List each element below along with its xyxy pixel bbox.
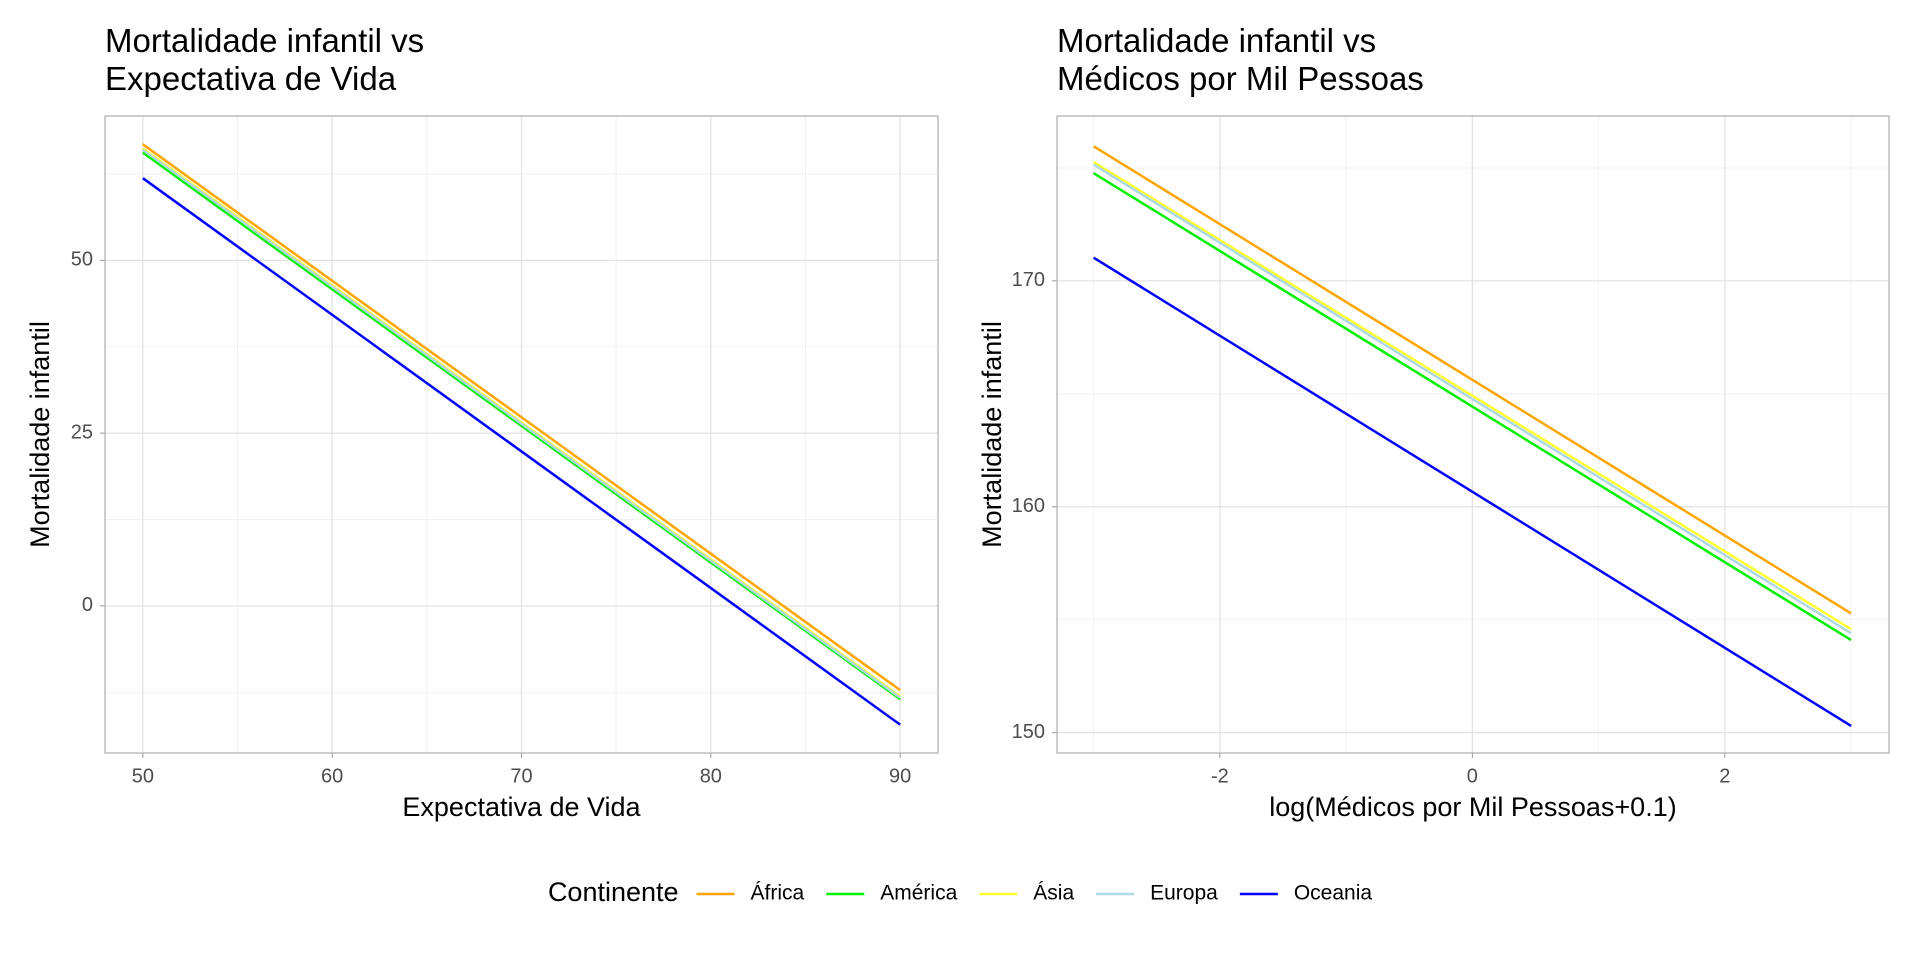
panel-border xyxy=(104,115,939,754)
x-axis-label: Expectativa de Vida xyxy=(402,792,641,822)
x-tick-label: -2 xyxy=(1211,765,1229,787)
y-axis-label: Mortalidade infantil xyxy=(977,321,1007,548)
series-line xyxy=(142,148,901,699)
x-tick-label: 80 xyxy=(700,765,722,787)
y-tick-label: 0 xyxy=(82,594,93,616)
series-line xyxy=(142,177,901,726)
y-tick-label: 25 xyxy=(71,421,93,443)
series-line xyxy=(1092,163,1852,635)
legend: Continente África América Ásia Europa Oceania xyxy=(548,877,1372,907)
x-tick-label: 0 xyxy=(1467,765,1478,787)
legend-title: Continente xyxy=(548,877,679,907)
x-tick-label: 2 xyxy=(1719,765,1730,787)
y-tick-label: 150 xyxy=(1012,721,1045,743)
series-line xyxy=(1092,256,1852,727)
panel-border xyxy=(1056,115,1890,754)
y-tick-label: 50 xyxy=(71,249,93,271)
series-line xyxy=(1092,172,1852,642)
y-axis-label: Mortalidade infantil xyxy=(25,321,55,548)
series-line xyxy=(142,143,901,692)
legend-label: Ásia xyxy=(1033,882,1074,905)
series-line xyxy=(142,151,901,701)
series-line xyxy=(1092,161,1852,631)
legend-label: África xyxy=(751,882,805,905)
y-tick-label: 170 xyxy=(1012,269,1045,291)
x-tick-label: 60 xyxy=(321,765,343,787)
chart-title: Mortalidade infantil vs Expectativa de Vi… xyxy=(105,22,424,97)
chart-title: Mortalidade infantil vs Médicos por Mil P… xyxy=(1057,22,1424,97)
x-tick-label: 50 xyxy=(132,765,154,787)
legend-label: Europa xyxy=(1150,882,1218,905)
legend-label: Oceania xyxy=(1294,882,1373,905)
x-tick-label: 90 xyxy=(889,765,911,787)
legend-label: América xyxy=(880,882,957,905)
y-tick-label: 160 xyxy=(1012,495,1045,517)
series-line xyxy=(1092,145,1852,615)
x-tick-label: 70 xyxy=(510,765,532,787)
x-axis-label: log(Médicos por Mil Pessoas+0.1) xyxy=(1269,792,1676,822)
